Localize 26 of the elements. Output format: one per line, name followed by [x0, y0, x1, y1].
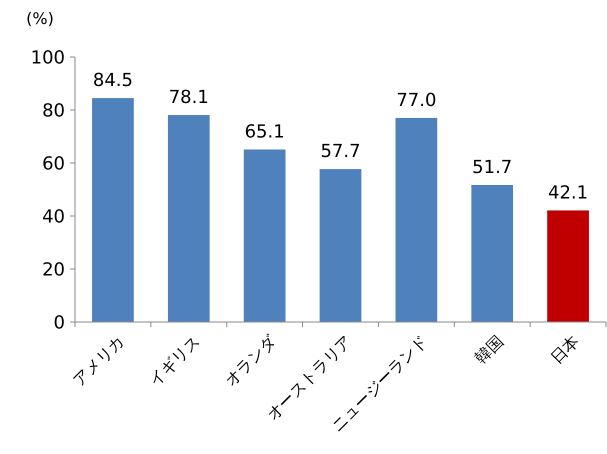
y-tick-label: 40 — [42, 206, 65, 228]
y-tick-label: 100 — [30, 47, 65, 68]
data-label: 65.1 — [244, 121, 285, 142]
bar — [395, 118, 438, 322]
y-tick-label: 20 — [42, 259, 65, 280]
x-tick-label: 日本 — [546, 331, 583, 368]
bar — [547, 210, 589, 322]
bar — [92, 98, 134, 322]
x-tick-label: 韓国 — [470, 331, 508, 368]
bar — [471, 184, 514, 322]
bar — [320, 169, 362, 322]
x-tick-label: アメリカ — [69, 331, 128, 390]
y-axis-title: (%) — [26, 9, 54, 28]
x-tick-label: イギリス — [144, 331, 204, 390]
bar — [244, 149, 286, 322]
data-label: 51.7 — [472, 156, 512, 178]
bar — [168, 115, 210, 322]
y-tick-label: 0 — [54, 312, 65, 334]
data-label: 42.1 — [548, 182, 588, 204]
data-label: 78.1 — [168, 87, 209, 108]
y-tick-label: 80 — [42, 100, 65, 122]
y-tick-label: 60 — [42, 153, 65, 174]
data-label: 77.0 — [396, 90, 436, 111]
data-label: 57.7 — [320, 141, 361, 162]
data-label: 84.5 — [92, 70, 133, 92]
x-tick-label: オランダ — [220, 330, 280, 390]
